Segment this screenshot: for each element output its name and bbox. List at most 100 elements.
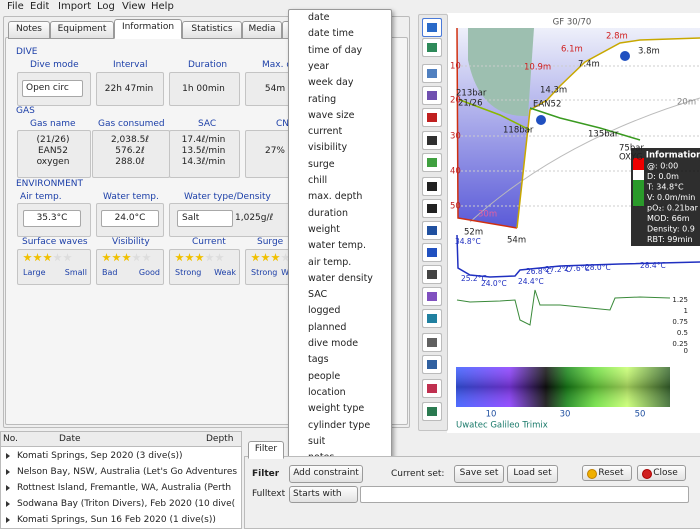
- dropdown-item[interactable]: max. depth: [308, 191, 363, 203]
- field-value: 1h 00min: [182, 84, 225, 94]
- dropdown-item[interactable]: chill: [308, 175, 328, 186]
- field-label: Max. depth: [262, 60, 313, 70]
- dropdown-item[interactable]: date time: [308, 28, 354, 40]
- profile-label: 1.25: [672, 296, 688, 304]
- menu-item[interactable]: Import: [58, 1, 92, 12]
- profile-label: 26.8°C: [526, 267, 552, 276]
- tool-button[interactable]: [422, 38, 442, 57]
- dropdown-item[interactable]: water density: [308, 272, 373, 284]
- profile-label: 6.1m: [561, 45, 583, 55]
- button[interactable]: Save set: [454, 465, 504, 483]
- dropdown-item[interactable]: current: [308, 126, 343, 138]
- tool-button[interactable]: [422, 265, 442, 284]
- field-label: Duration: [188, 60, 228, 70]
- tool-button[interactable]: [422, 379, 442, 398]
- expand-arrow[interactable]: [6, 453, 10, 459]
- profile-label: Density: 0.9: [647, 225, 695, 234]
- field-box: [96, 72, 164, 106]
- dropdown-item[interactable]: suit: [308, 435, 326, 447]
- dropdown-item[interactable]: surge: [308, 158, 335, 170]
- dropdown-item[interactable]: people: [308, 370, 341, 382]
- select[interactable]: Starts with: [289, 486, 358, 503]
- profile-label: 27.6°C: [564, 264, 590, 273]
- tab[interactable]: Information: [114, 19, 182, 39]
- menu-item[interactable]: Log: [97, 1, 115, 12]
- field-box: [169, 72, 240, 106]
- tab[interactable]: Statistics: [182, 21, 242, 39]
- dropdown-item[interactable]: weight: [308, 223, 341, 235]
- menu-item[interactable]: Edit: [30, 1, 50, 12]
- tool-button[interactable]: [422, 333, 442, 352]
- dropdown-item[interactable]: SAC: [308, 289, 328, 301]
- profile-label: 24.4°C: [518, 277, 544, 286]
- dropdown-item[interactable]: air temp.: [308, 256, 352, 268]
- tool-button[interactable]: [422, 221, 442, 240]
- expand-arrow[interactable]: [6, 469, 10, 475]
- profile-label: 118bar: [503, 126, 534, 136]
- profile-label: 30: [450, 132, 461, 142]
- dive-trip-row[interactable]: Komati Springs, Sun 16 Feb 2020 (1 dive(…: [17, 515, 216, 525]
- dropdown-item[interactable]: date: [308, 12, 330, 23]
- tab[interactable]: Notes: [8, 21, 50, 39]
- menu-item[interactable]: File: [7, 1, 24, 12]
- tool-button[interactable]: [422, 153, 442, 172]
- select[interactable]: Open circ: [22, 80, 83, 97]
- tool-button[interactable]: [422, 18, 442, 37]
- dive-list: [0, 431, 242, 529]
- tissue-heatmap-shade: [456, 367, 670, 407]
- tool-button[interactable]: [422, 108, 442, 127]
- text-input[interactable]: [360, 486, 689, 503]
- expand-arrow[interactable]: [6, 501, 10, 507]
- rating-end: Strong: [251, 268, 278, 277]
- dropdown-item[interactable]: water temp.: [308, 240, 366, 252]
- expand-arrow[interactable]: [6, 485, 10, 491]
- button[interactable]: Add constraint: [289, 465, 363, 483]
- tool-button[interactable]: [422, 177, 442, 196]
- dive-trip-row[interactable]: Nelson Bay, NSW, Australia (Let's Go Adv…: [17, 467, 238, 477]
- tab[interactable]: Media: [242, 21, 282, 39]
- expand-arrow[interactable]: [6, 517, 10, 523]
- dropdown-item[interactable]: wave size: [308, 109, 355, 121]
- dropdown-item[interactable]: visibility: [308, 142, 348, 154]
- tool-button[interactable]: [422, 287, 442, 306]
- field-value: oxygen: [36, 157, 70, 167]
- tool-button[interactable]: [422, 355, 442, 374]
- tool-button[interactable]: [422, 402, 442, 421]
- menu-item[interactable]: View: [122, 1, 146, 12]
- star: [251, 253, 260, 262]
- dropdown-item[interactable]: year: [308, 60, 330, 72]
- input[interactable]: 35.3°C: [23, 210, 81, 227]
- tool-button[interactable]: [422, 309, 442, 328]
- dropdown-item[interactable]: location: [308, 386, 346, 398]
- input[interactable]: 24.0°C: [101, 210, 159, 227]
- dive-trip-row[interactable]: Rottnest Island, Fremantle, WA, Australi…: [17, 483, 232, 493]
- dive-trip-row[interactable]: Komati Springs, Sep 2020 (3 dive(s)): [17, 451, 183, 461]
- tool-button[interactable]: [422, 86, 442, 105]
- field-box: [169, 203, 301, 237]
- tool-button[interactable]: [422, 243, 442, 262]
- dropdown-item[interactable]: rating: [308, 93, 337, 105]
- dropdown-item[interactable]: dive mode: [308, 338, 359, 349]
- tool-button[interactable]: [422, 131, 442, 150]
- dropdown-item[interactable]: tags: [308, 354, 329, 366]
- field-label: Interval: [113, 60, 148, 70]
- dropdown-item[interactable]: planned: [308, 321, 347, 333]
- dropdown-item[interactable]: weight type: [308, 403, 365, 415]
- menu-item[interactable]: Help: [151, 1, 174, 12]
- dropdown-item[interactable]: time of day: [308, 44, 363, 56]
- rating-end: Small: [64, 268, 87, 277]
- button[interactable]: Load set: [507, 465, 558, 483]
- tool-button[interactable]: [422, 199, 442, 218]
- input[interactable]: Salt: [177, 210, 233, 227]
- dropdown-item[interactable]: logged: [308, 305, 341, 317]
- filter-tab[interactable]: Filter: [248, 441, 284, 459]
- close-icon: [642, 469, 652, 479]
- dive-trip-row[interactable]: Sodwana Bay (Triton Divers), Feb 2020 (1…: [17, 499, 236, 509]
- tool-button[interactable]: [422, 64, 442, 83]
- dropdown-item[interactable]: duration: [308, 207, 348, 219]
- tab[interactable]: Equipment: [50, 21, 114, 39]
- dropdown-item[interactable]: week day: [308, 77, 354, 89]
- field-label: Surge: [257, 237, 284, 247]
- dropdown-item[interactable]: cylinder type: [308, 419, 371, 431]
